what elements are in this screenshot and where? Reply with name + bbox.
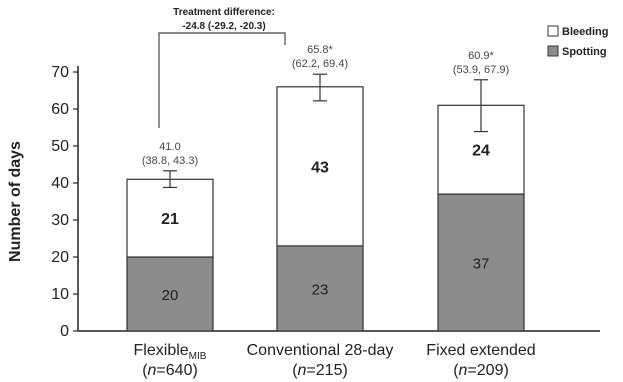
y-tick-label: 0 bbox=[60, 323, 69, 340]
total-value-label: 41.0 bbox=[159, 141, 180, 153]
bar-bleeding bbox=[126, 178, 214, 258]
annotation-line-2: -24.8 (-29.2, -20.3) bbox=[182, 21, 265, 32]
confidence-interval-label: (38.8, 43.3) bbox=[142, 155, 198, 167]
x-category-n-label: (n=640) bbox=[142, 362, 198, 379]
legend-spotting-label: Spotting bbox=[562, 46, 607, 58]
legend: Bleeding Spotting bbox=[547, 25, 608, 58]
y-tick-label: 50 bbox=[51, 138, 69, 155]
bar-spotting bbox=[276, 245, 364, 332]
legend-bleeding-label: Bleeding bbox=[562, 26, 608, 38]
x-category-label: FlexibleMIB bbox=[134, 342, 207, 362]
x-category-n-label: (n=215) bbox=[292, 362, 348, 379]
x-category-label: Fixed extended bbox=[426, 342, 535, 359]
y-tick-label: 60 bbox=[51, 101, 69, 118]
spotting-value-label: 20 bbox=[162, 287, 179, 304]
bar-spotting bbox=[437, 193, 525, 332]
x-category-n-label: (n=209) bbox=[453, 362, 509, 379]
bleeding-value-label: 24 bbox=[472, 143, 490, 160]
confidence-interval-label: (53.9, 67.9) bbox=[453, 64, 509, 76]
y-axis-title: Number of days bbox=[7, 141, 24, 262]
annotation-bracket bbox=[158, 32, 286, 128]
total-value-label: 60.9* bbox=[468, 50, 494, 62]
bleeding-value-label: 21 bbox=[161, 211, 179, 228]
y-tick-label: 20 bbox=[51, 249, 69, 266]
y-tick-label: 30 bbox=[51, 212, 69, 229]
spotting-value-label: 37 bbox=[473, 256, 490, 273]
treatment-difference-annotation: Treatment difference: -24.8 (-29.2, -20.… bbox=[173, 7, 275, 32]
legend-bleeding-swatch bbox=[547, 25, 559, 37]
plot-area: 0 10 20 30 40 50 60 70 20 21 41.0 (38.8, 43.3) Flexi… bbox=[51, 32, 600, 379]
x-category-label: Conventional 28-day bbox=[247, 342, 394, 359]
confidence-interval-label: (62.2, 69.4) bbox=[292, 58, 348, 70]
y-tick-label: 70 bbox=[51, 64, 69, 81]
bleeding-value-label: 43 bbox=[311, 159, 329, 176]
total-value-label: 65.8* bbox=[307, 44, 333, 56]
spotting-value-label: 23 bbox=[312, 281, 329, 298]
bar-bleeding bbox=[276, 86, 364, 247]
annotation-line-1: Treatment difference: bbox=[173, 7, 275, 18]
y-tick-label: 10 bbox=[51, 286, 69, 303]
legend-spotting-swatch bbox=[547, 45, 559, 57]
y-tick-label: 40 bbox=[51, 175, 69, 192]
